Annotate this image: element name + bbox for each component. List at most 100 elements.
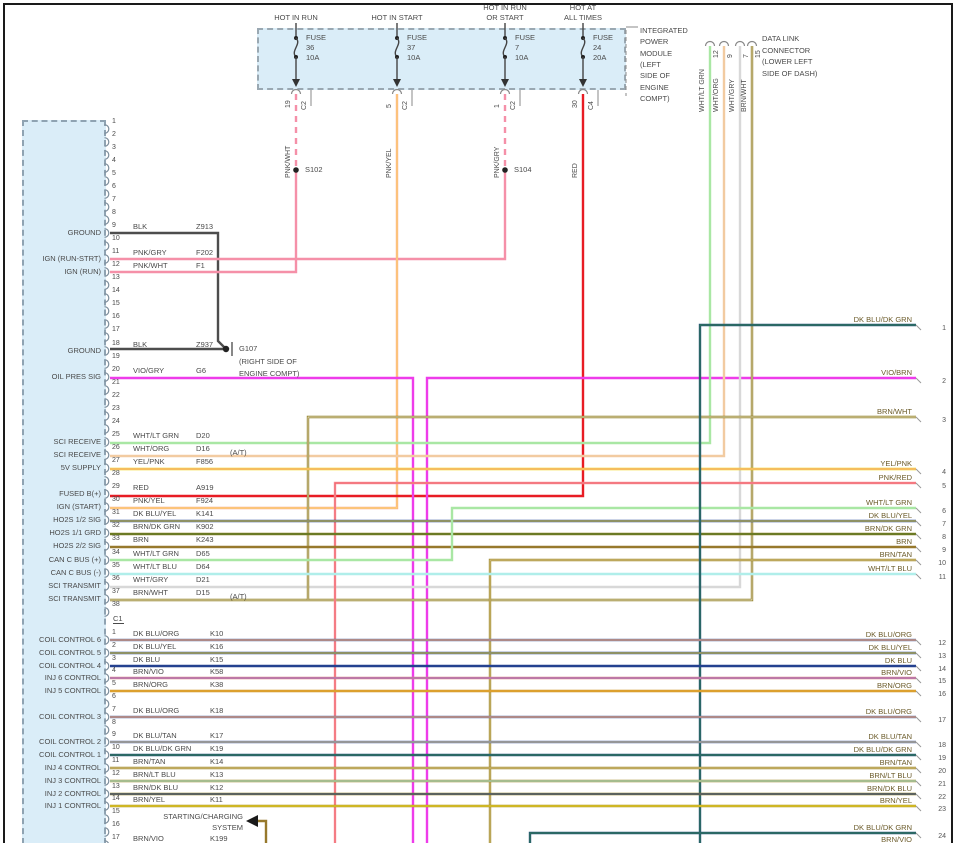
ipm-note: MODULE (640, 48, 673, 58)
fuse-feed-label: HOT IN RUN (274, 13, 318, 22)
fuse-rating: 20A (593, 53, 607, 62)
wire-color-label: BRN/DK BLU (133, 783, 179, 792)
arrow-down-icon (292, 79, 300, 87)
circuit-code: D15 (196, 588, 210, 597)
wire-color-label: RED (572, 163, 579, 178)
pin-bump (104, 411, 110, 421)
offpage-reference: STARTING/CHARGING (163, 812, 243, 821)
pin-function-label: IGN (START) (56, 502, 101, 511)
symbol-line (915, 793, 922, 800)
circuit-code: K16 (210, 642, 224, 651)
pin-number: 13 (112, 274, 120, 281)
edge-wire-label: WHT/LT GRN (866, 498, 912, 507)
connector-bump (746, 40, 758, 47)
pin-function-label: COIL CONTROL 3 (39, 712, 101, 721)
circuit-code: Z913 (196, 222, 214, 231)
edge-line-number: 16 (938, 691, 946, 698)
ipm-note: INTEGRATED (640, 26, 688, 35)
edge-line-number: 18 (938, 742, 946, 749)
dlc-note: DATA LINK (762, 34, 800, 43)
circuit-code: K14 (210, 757, 224, 766)
ipm-pin-number: 30 (572, 100, 579, 108)
fuse-number: 37 (407, 43, 416, 52)
fuse-feed-label: HOT IN START (371, 13, 423, 22)
splice-dot (502, 167, 508, 173)
pin-function-label: INJ 4 CONTROL (44, 763, 101, 772)
pin-bump (104, 189, 110, 199)
pin-number: 22 (112, 392, 120, 399)
frame-right (951, 3, 953, 843)
ipm-pin-number: 19 (285, 100, 292, 108)
wire-stripe (110, 46, 753, 601)
circuit-code: K58 (210, 667, 224, 676)
pin-function-label: COIL CONTROL 2 (39, 737, 101, 746)
pin-bump (104, 555, 110, 565)
pin-bump (104, 635, 110, 645)
circuit-code: K13 (210, 770, 224, 779)
ipm-note: COMPT) (640, 93, 670, 103)
wire-color-label: BRN (133, 535, 149, 544)
wire-stripe (529, 832, 916, 843)
edge-wire-label: BRN (896, 537, 912, 546)
wire-color-label: PNK/GRY (494, 146, 501, 178)
wire-wht-gry (110, 46, 742, 589)
pin-bump (104, 648, 110, 658)
pin-bump (104, 725, 110, 735)
edge-line-number: 12 (938, 640, 946, 647)
edge-wire-label: BRN/WHT (877, 407, 912, 416)
splice-dot (293, 167, 299, 173)
ipm-pin-number: 5 (386, 104, 393, 108)
edge-line-number: 4 (942, 469, 946, 476)
pin-bump (104, 176, 110, 186)
fuse-feed-label: HOT IN RUN (483, 3, 527, 12)
pin-number: 30 (112, 496, 120, 503)
pin-number: 2 (112, 642, 116, 649)
symbol-line (915, 716, 922, 723)
wire-color-label: PNK/YEL (386, 148, 393, 178)
symbol-line (915, 573, 922, 580)
symbol-line (915, 780, 922, 787)
pin-bump (104, 686, 110, 696)
symbol-line (915, 690, 922, 697)
pin-bump (104, 137, 110, 147)
dlc-note: SIDE OF DASH) (762, 68, 818, 78)
pin-bump (104, 789, 110, 799)
edge-line-number: 17 (938, 717, 946, 724)
pin-function-label: IGN (RUN-STRT) (42, 254, 101, 263)
offpage-reference: SYSTEM (212, 823, 243, 832)
fuse-number: 24 (593, 43, 602, 52)
pin-bump (104, 215, 110, 225)
pin-function-label: SCI RECEIVE (53, 437, 101, 446)
arrow-left-icon (246, 815, 258, 827)
edge-line-number: 7 (942, 521, 946, 528)
fuse-name: FUSE (306, 33, 327, 42)
wire-color-label: BRN/TAN (133, 757, 166, 766)
pin-bump (104, 424, 110, 434)
pin-bump (104, 528, 110, 538)
wire-color-label: BRN/LT BLU (133, 770, 176, 779)
symbol-line (915, 533, 922, 540)
pin-bump (104, 306, 110, 316)
circuit-code: F924 (196, 496, 214, 505)
pin-number: 17 (112, 326, 120, 333)
circuit-code: K141 (196, 509, 214, 518)
pin-function-label: HO2S 1/1 GRD (49, 528, 101, 537)
pin-number: 13 (112, 783, 120, 790)
ipm-connector-id: C2 (510, 101, 517, 110)
pin-number: 8 (112, 719, 116, 726)
symbol-line (915, 377, 922, 384)
wire-color-label: RED (133, 483, 149, 492)
c1-connector-header: C1 (113, 614, 124, 624)
fuse-element (502, 37, 508, 58)
wire-color-label: PNK/WHT (133, 261, 168, 270)
edge-line-number: 22 (938, 794, 946, 801)
wire-color-label: VIO/GRY (133, 366, 165, 375)
circuit-code: Z937 (196, 340, 214, 349)
symbol-line (915, 324, 922, 331)
edge-wire-label: DK BLU/ORG (865, 630, 912, 639)
symbol-line (915, 754, 922, 761)
symbol-line (915, 416, 922, 423)
edge-wire-label: BRN/TAN (879, 758, 912, 767)
pin-number: 1 (112, 629, 116, 636)
fuse-feed-label: ALL TIMES (564, 13, 602, 22)
